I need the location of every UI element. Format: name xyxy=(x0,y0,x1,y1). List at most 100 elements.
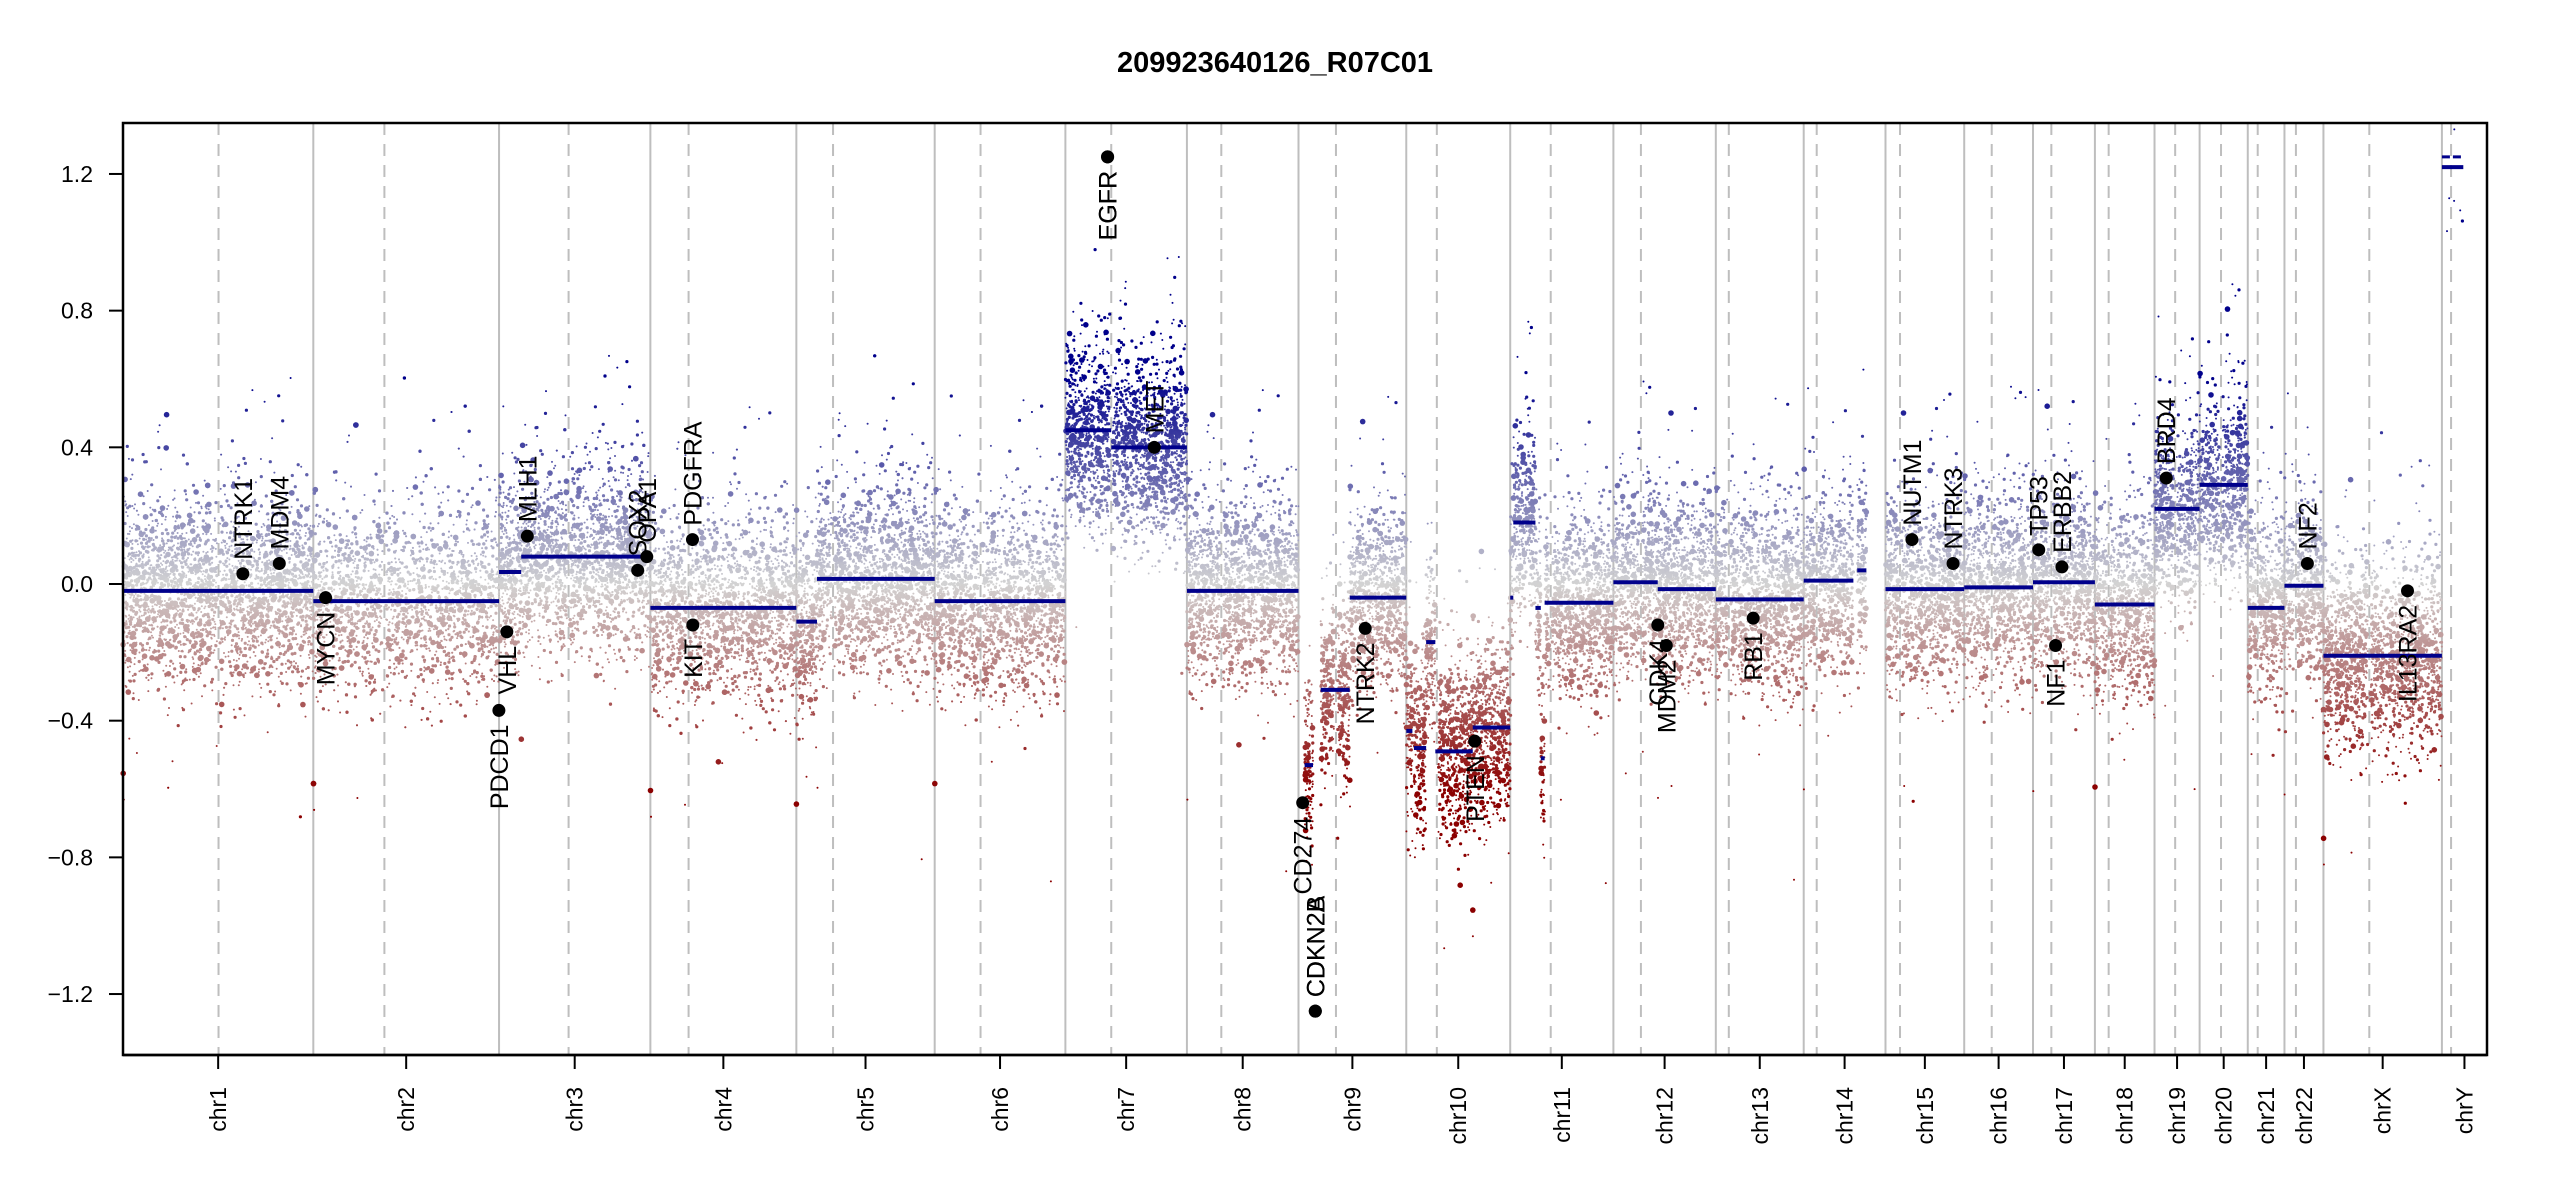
probe-point xyxy=(317,578,320,581)
probe-point xyxy=(352,562,355,564)
probe-point xyxy=(255,562,259,566)
probe-point xyxy=(179,662,182,665)
probe-point xyxy=(288,573,291,576)
probe-point xyxy=(163,650,166,652)
probe-point xyxy=(307,558,311,562)
probe-point xyxy=(298,574,301,577)
probe-point xyxy=(262,542,266,547)
probe-point xyxy=(209,587,212,590)
probe-point xyxy=(444,669,451,675)
probe-point xyxy=(296,548,299,551)
probe-point xyxy=(224,592,228,596)
probe-point xyxy=(168,627,172,631)
probe-point xyxy=(183,550,186,553)
probe-point xyxy=(269,626,272,629)
probe-point xyxy=(214,547,217,550)
probe-point xyxy=(368,654,371,657)
probe-point xyxy=(184,562,188,567)
probe-point xyxy=(284,627,288,631)
probe-point xyxy=(183,489,187,493)
probe-point xyxy=(272,567,275,570)
probe-point xyxy=(153,619,157,623)
probe-point xyxy=(250,624,253,627)
probe-point xyxy=(252,606,258,613)
probe-point xyxy=(419,625,421,628)
probe-point xyxy=(176,597,181,601)
probe-point xyxy=(157,546,163,552)
probe-point xyxy=(232,671,235,674)
probe-point xyxy=(180,601,186,608)
probe-point xyxy=(391,514,394,517)
probe-point xyxy=(195,628,198,631)
probe-point xyxy=(166,532,170,536)
probe-point xyxy=(451,561,455,565)
probe-point xyxy=(159,583,162,586)
probe-point xyxy=(264,533,268,538)
probe-point xyxy=(197,554,200,557)
probe-point xyxy=(317,571,321,575)
probe-point xyxy=(150,483,154,487)
probe-point xyxy=(233,608,236,611)
probe-point xyxy=(172,515,175,518)
probe-point xyxy=(425,531,428,534)
probe-point xyxy=(374,472,378,476)
probe-point xyxy=(157,639,163,645)
probe-point xyxy=(171,675,175,679)
probe-point xyxy=(172,584,176,588)
probe-point xyxy=(385,511,389,515)
probe-point xyxy=(354,557,357,560)
probe-point xyxy=(258,551,261,554)
probe-point xyxy=(269,566,272,569)
probe-point xyxy=(126,515,129,517)
probe-point xyxy=(476,621,480,625)
probe-point xyxy=(463,609,468,613)
probe-point xyxy=(126,666,129,669)
probe-point xyxy=(125,689,132,695)
probe-point xyxy=(237,684,240,687)
probe-point xyxy=(298,682,304,688)
probe-point xyxy=(194,566,197,569)
probe-point xyxy=(202,494,205,497)
probe-point xyxy=(482,542,486,546)
probe-point xyxy=(493,478,496,481)
probe-point xyxy=(495,557,499,561)
probe-point xyxy=(149,655,155,661)
probe-point xyxy=(350,663,354,667)
probe-point xyxy=(149,506,152,509)
probe-point xyxy=(248,646,252,650)
probe-point xyxy=(230,483,237,489)
probe-point xyxy=(181,556,185,560)
probe-point xyxy=(244,408,248,412)
probe-point xyxy=(239,650,243,654)
probe-point xyxy=(179,522,186,528)
probe-point xyxy=(130,592,134,596)
probe-point xyxy=(294,574,298,578)
probe-point xyxy=(223,484,226,487)
probe-point xyxy=(390,543,393,546)
probe-point xyxy=(453,622,456,625)
probe-point xyxy=(278,626,281,629)
probe-point xyxy=(182,642,186,646)
probe-point xyxy=(215,555,218,558)
probe-point xyxy=(230,439,234,443)
probe-point xyxy=(142,537,146,542)
probe-point xyxy=(251,695,254,698)
probe-point xyxy=(367,667,370,670)
probe-point xyxy=(184,677,187,680)
probe-point xyxy=(205,552,208,554)
probe-point xyxy=(390,591,393,594)
probe-point xyxy=(287,556,291,561)
probe-point xyxy=(128,679,132,683)
probe-point xyxy=(148,624,151,627)
probe-point xyxy=(195,501,197,504)
probe-point xyxy=(492,633,495,636)
probe-point xyxy=(484,546,488,550)
probe-point xyxy=(395,590,401,597)
probe-point xyxy=(165,611,167,614)
probe-point xyxy=(134,503,136,506)
probe-point xyxy=(485,539,488,542)
probe-point xyxy=(280,662,284,666)
probe-point xyxy=(271,595,274,598)
probe-point xyxy=(297,599,300,602)
probe-point xyxy=(134,553,138,558)
